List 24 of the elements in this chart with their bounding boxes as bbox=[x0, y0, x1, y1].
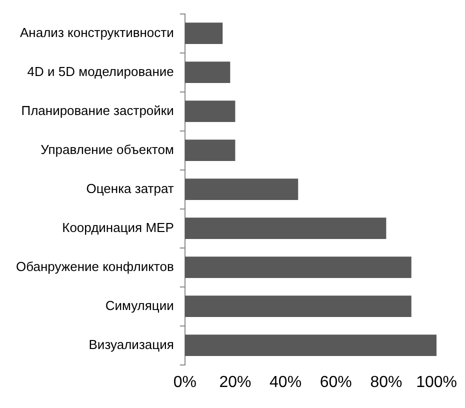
bar bbox=[184, 256, 412, 278]
x-tick-label: 60% bbox=[320, 374, 352, 391]
x-tick-label: 80% bbox=[370, 374, 402, 391]
y-tick-label: Обанружение конфликтов bbox=[16, 258, 174, 274]
x-tick-label: 40% bbox=[270, 374, 302, 391]
y-tick-label: Управление объектом bbox=[40, 142, 174, 157]
x-tick-label: 20% bbox=[219, 374, 252, 391]
y-tick-label: Симуляции bbox=[105, 298, 174, 313]
y-tick-label: Визуализация bbox=[88, 336, 174, 352]
bar bbox=[184, 218, 386, 240]
x-tick-label: 100% bbox=[416, 374, 457, 391]
bar bbox=[184, 100, 236, 122]
y-tick-label: Планирование застройки bbox=[21, 102, 174, 118]
x-tick-label: 0% bbox=[173, 374, 196, 391]
bar bbox=[184, 140, 236, 162]
bar bbox=[184, 178, 298, 200]
y-tick-label: Оценка затрат bbox=[86, 180, 174, 196]
y-tick-label: Анализ конструктивности bbox=[20, 24, 174, 40]
bar bbox=[184, 22, 223, 44]
y-tick-label: 4D и 5D моделирование bbox=[27, 64, 174, 79]
bar bbox=[184, 62, 230, 84]
bar bbox=[184, 296, 412, 318]
bar bbox=[184, 334, 437, 356]
y-tick-label: Координация MEP bbox=[62, 220, 174, 235]
